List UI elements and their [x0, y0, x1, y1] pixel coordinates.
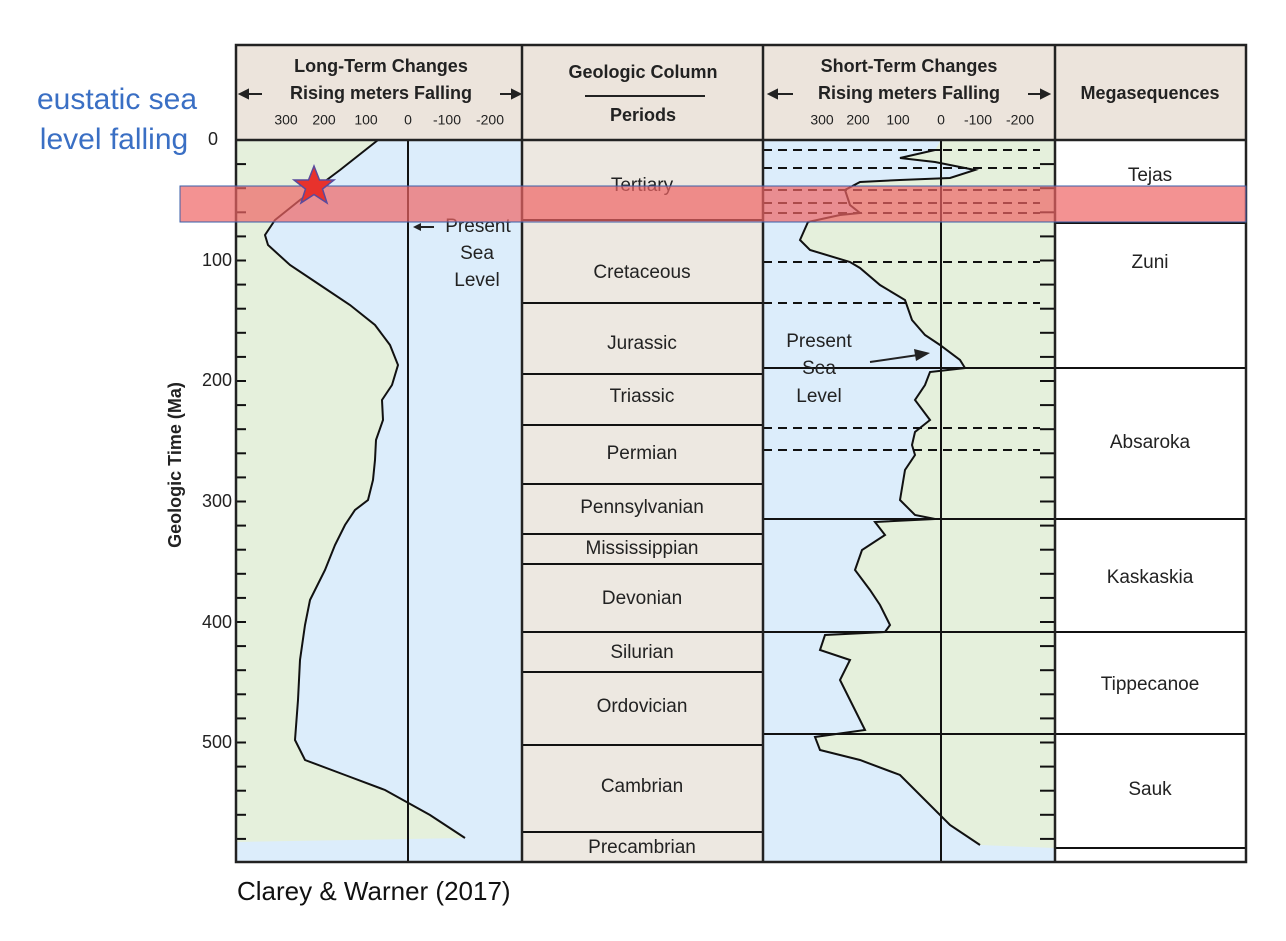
scale-label: -200 [1006, 112, 1034, 128]
period: Pennsylvanian [580, 497, 704, 518]
scale-label: 200 [312, 112, 336, 128]
period: Jurassic [607, 333, 677, 354]
header: Megasequences [1080, 83, 1219, 103]
period: Mississippian [586, 538, 699, 559]
time-tick-label: 300 [202, 491, 232, 511]
time-tick-label: 0 [208, 129, 218, 149]
header-bg [236, 45, 1246, 140]
short-term-rising-area [763, 140, 1055, 862]
scale-label: 100 [354, 112, 378, 128]
megasequence: Kaskaskia [1107, 567, 1194, 588]
highlight-band [179, 185, 1247, 223]
note: Sea [460, 243, 494, 264]
annotation: level falling [40, 123, 188, 156]
scale-label: 300 [810, 112, 834, 128]
header: Long-Term Changes [294, 56, 468, 76]
header: Short-Term Changes [821, 56, 998, 76]
long-term-curve [263, 139, 466, 839]
period: Permian [607, 443, 678, 464]
scale-label: 300 [274, 112, 298, 128]
caption: Clarey & Warner (2017) [237, 876, 511, 906]
annotation: eustatic sea [37, 83, 197, 116]
time-tick-label: 500 [202, 732, 232, 752]
period: Precambrian [588, 837, 696, 858]
period: Ordovician [597, 696, 688, 717]
scale-label: 0 [404, 112, 412, 128]
time-tick-label: 200 [202, 370, 232, 390]
megasequence: Zuni [1132, 252, 1169, 273]
megasequence: Tippecanoe [1101, 674, 1200, 695]
megasequence: Sauk [1128, 779, 1172, 800]
period: Cretaceous [593, 262, 690, 283]
header: Geologic Column [568, 62, 717, 82]
period-boundaries [522, 219, 1246, 849]
time-tick-label: 100 [202, 250, 232, 270]
header: Rising meters Falling [290, 83, 472, 103]
megasequence: Tejas [1128, 165, 1172, 186]
scale-label: 0 [937, 112, 945, 128]
long-term-rising-area [236, 140, 465, 842]
period: Silurian [610, 642, 673, 663]
frame [234, 43, 1248, 864]
time-tick-label: 400 [202, 612, 232, 632]
scale-label: -200 [476, 112, 504, 128]
period-bg [522, 140, 763, 862]
note-arrow [869, 354, 919, 363]
note: Sea [802, 358, 836, 379]
note: Level [454, 270, 499, 291]
note-arrow [914, 349, 930, 361]
scale-label: -100 [964, 112, 992, 128]
note: Level [796, 386, 841, 407]
note: Present [786, 331, 852, 352]
note-arrow [413, 223, 421, 231]
scale-label: 100 [886, 112, 910, 128]
header-arrows [237, 88, 1052, 100]
megasequence: Absaroka [1110, 432, 1191, 453]
period: Devonian [602, 588, 682, 609]
period: Triassic [610, 386, 675, 407]
time-axis-title: Geologic Time (Ma) [165, 382, 185, 548]
header: Rising meters Falling [818, 83, 1000, 103]
header: Periods [610, 105, 676, 125]
scale-label: 200 [846, 112, 870, 128]
period: Cambrian [601, 776, 683, 797]
scale-label: -100 [433, 112, 461, 128]
star [291, 163, 337, 205]
